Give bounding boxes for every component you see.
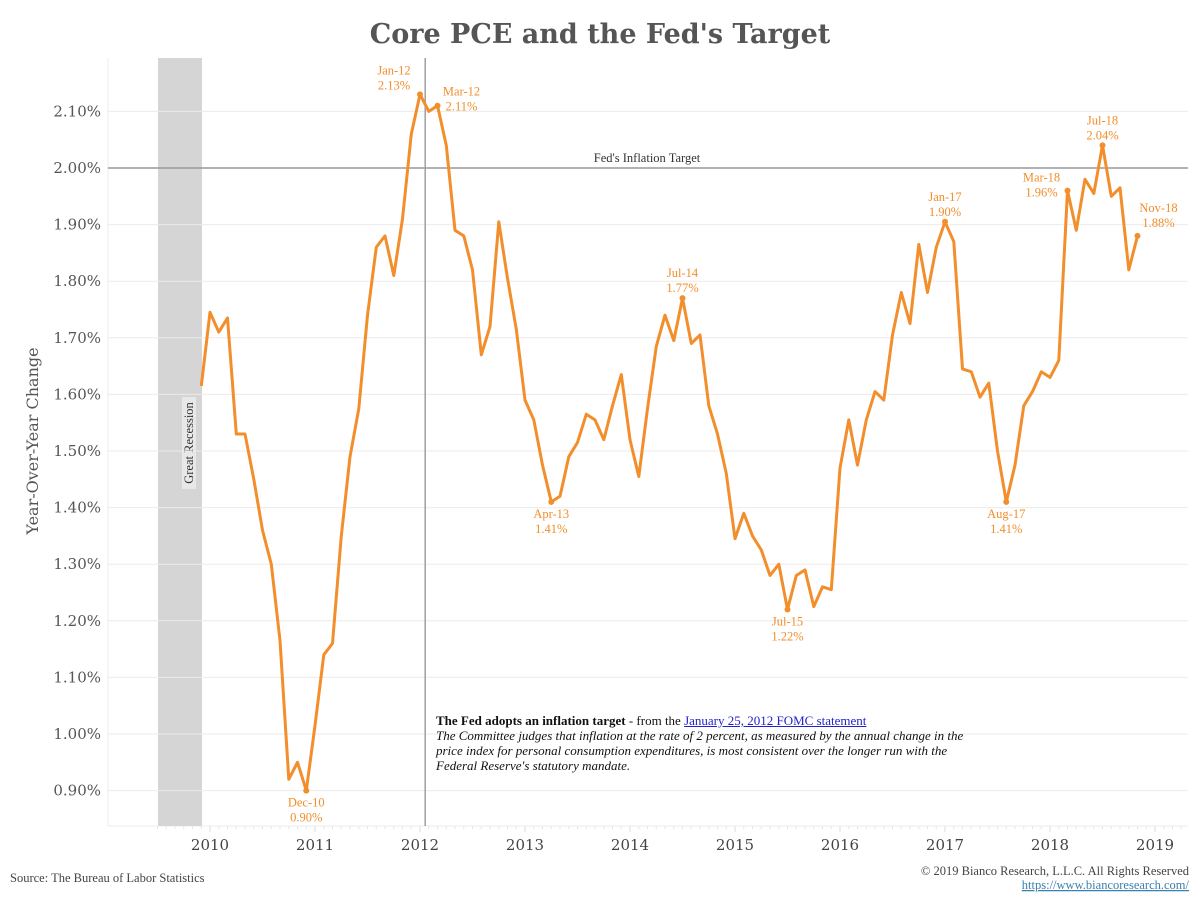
core-pce-line <box>199 92 1139 793</box>
point-label-date: Mar-18 <box>1023 171 1060 185</box>
point-label-value: 2.11% <box>446 100 478 114</box>
labeled-point-marker <box>679 295 686 302</box>
recession-band: Great Recession <box>158 58 202 826</box>
point-label-value: 1.90% <box>929 205 961 219</box>
y-tick-label: 1.00% <box>53 725 101 743</box>
y-tick-label: 2.10% <box>53 102 101 120</box>
x-tick-label: 2016 <box>821 836 859 854</box>
recession-label-bg <box>182 397 196 489</box>
point-label-date: Jul-15 <box>772 614 803 628</box>
x-tick-label: 2017 <box>926 836 964 854</box>
y-tick-label: 1.60% <box>53 385 101 403</box>
y-tick-label: 1.10% <box>53 668 101 686</box>
fomc-note: The Fed adopts an inflation target - fro… <box>436 713 986 773</box>
x-tick-label: 2019 <box>1136 836 1174 854</box>
fomc-statement-link[interactable]: January 25, 2012 FOMC statement <box>684 713 867 728</box>
point-label-date: Dec-10 <box>288 796 325 810</box>
point-label-value: 2.13% <box>378 78 410 92</box>
point-label-value: 1.77% <box>666 281 698 295</box>
labeled-point-marker <box>548 498 555 505</box>
labeled-point-marker <box>1134 232 1141 239</box>
recession-label: Great Recession <box>182 401 196 483</box>
x-tick-label: 2015 <box>716 836 754 854</box>
gridlines <box>108 110 1188 792</box>
point-label-value: 1.96% <box>1025 186 1057 200</box>
x-tick-label: 2018 <box>1031 836 1069 854</box>
x-tick-label: 2010 <box>191 836 229 854</box>
point-label-value: 1.41% <box>535 522 567 536</box>
series-core-pce <box>199 92 1139 793</box>
recession-label-group: Great Recession <box>182 397 196 489</box>
point-label-date: Jul-14 <box>667 266 699 280</box>
y-tick-label: 1.20% <box>53 612 101 630</box>
y-axis: 0.90% 1.00% 1.10% 1.20% 1.30% 1.40% 1.50% 1.60%… <box>53 102 101 799</box>
labeled-point-marker <box>942 218 948 225</box>
note-body: The Committee judges that inflation at t… <box>436 728 964 773</box>
point-label-date: Nov-18 <box>1139 201 1177 215</box>
point-label-value: 1.22% <box>771 629 803 643</box>
y-tick-label: 1.90% <box>53 216 101 234</box>
labeled-point-marker <box>303 787 310 794</box>
labeled-point-marker <box>1064 187 1071 194</box>
labeled-point-marker <box>1003 498 1010 505</box>
fed-target-label: Fed's Inflation Target <box>594 151 701 165</box>
point-label-value: 1.41% <box>990 522 1022 536</box>
y-tick-label: 1.40% <box>53 499 101 517</box>
point-label-value: 0.90% <box>290 811 322 825</box>
note-heading: The Fed adopts an inflation target <box>436 713 626 728</box>
y-axis-title: Year-Over-Year Change <box>23 347 42 535</box>
note-connector: - from the <box>625 713 685 728</box>
point-label-date: Jul-18 <box>1087 113 1118 127</box>
point-label-value: 1.88% <box>1142 216 1174 230</box>
labeled-point-marker <box>784 606 791 613</box>
y-tick-label: 0.90% <box>53 782 101 800</box>
y-tick-label: 2.00% <box>53 159 101 177</box>
chart-title: Core PCE and the Fed's Target <box>370 19 831 50</box>
labeled-point-marker <box>434 102 441 109</box>
y-tick-label: 1.30% <box>53 555 101 573</box>
fed-target-line: Fed's Inflation Target <box>108 151 1188 169</box>
point-label-value: 2.04% <box>1086 128 1118 142</box>
y-tick-label: 1.80% <box>53 272 101 290</box>
website-link[interactable]: https://www.biancoresearch.com/ <box>1022 878 1190 892</box>
y-tick-label: 1.50% <box>53 442 101 460</box>
y-tick-label: 1.70% <box>53 329 101 347</box>
x-tick-label: 2012 <box>401 836 439 854</box>
x-tick-label: 2013 <box>506 836 544 854</box>
labeled-point-marker <box>1099 142 1106 149</box>
x-tick-label: 2011 <box>296 836 334 854</box>
point-label-date: Apr-13 <box>533 507 569 521</box>
x-axis: 2010 2011 2012 2013 2014 2015 2016 2017 2018 2019 <box>157 826 1182 854</box>
point-label-date: Jan-17 <box>928 190 961 204</box>
x-tick-label: 2014 <box>611 836 649 854</box>
point-labels: Dec-100.90%Jan-122.13% Mar-122.11%Apr-131… <box>288 63 1178 824</box>
source-note: Source: The Bureau of Labor Statistics <box>10 871 205 885</box>
copyright-note: © 2019 Bianco Research, L.L.C. All Right… <box>921 864 1190 878</box>
labeled-point-marker <box>417 91 423 98</box>
point-label-date: Aug-17 <box>987 507 1025 521</box>
point-label-date: Jan-12 <box>377 63 410 77</box>
point-label-date: Mar-12 <box>443 85 480 99</box>
